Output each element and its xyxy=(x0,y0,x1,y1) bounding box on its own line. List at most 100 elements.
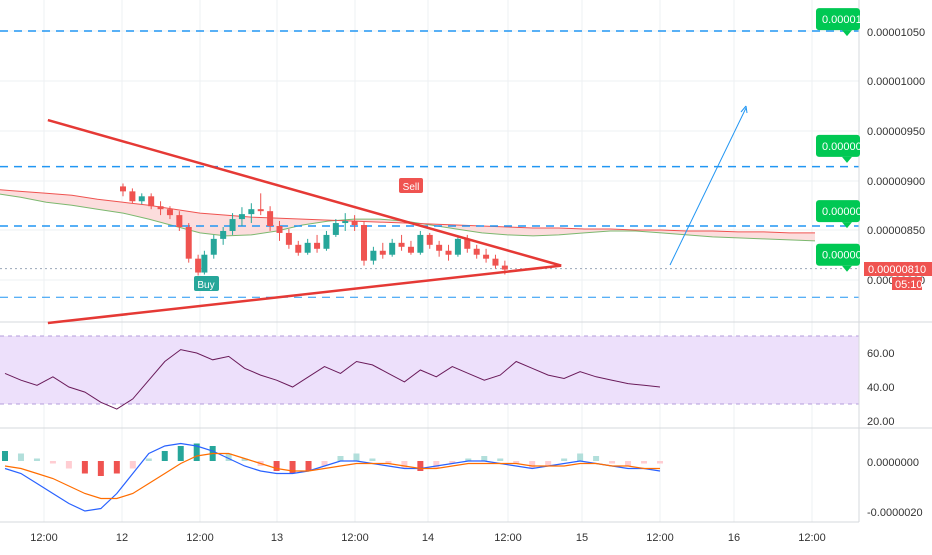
current-price-text: 0.00000810 xyxy=(868,264,926,276)
alert-tag-pointer xyxy=(842,222,852,229)
time-tick: 12:00 xyxy=(494,532,522,544)
macd-histogram-bar xyxy=(17,453,24,461)
signal-line xyxy=(4,452,660,500)
candle-body xyxy=(473,248,480,255)
price-alert-tag: 0.00001 xyxy=(816,8,862,37)
candle-body xyxy=(323,234,330,249)
candle-body xyxy=(285,232,292,245)
projection-arrow[interactable] xyxy=(669,105,748,266)
candle-body xyxy=(379,250,386,255)
trendline xyxy=(47,118,562,267)
candle-body xyxy=(314,242,321,249)
candle-body xyxy=(138,196,145,202)
alert-tag-text: 0.00001 xyxy=(822,14,862,26)
candle-body xyxy=(195,258,202,273)
candle-body xyxy=(426,234,433,245)
candle-body xyxy=(267,211,274,227)
macd-histogram-bar xyxy=(593,456,600,461)
macd-histogram-bar xyxy=(481,456,488,461)
alert-tag-pointer xyxy=(842,156,852,163)
candle-body xyxy=(185,227,192,259)
signal-labels: Sell Buy xyxy=(194,178,423,291)
macd-histogram-bar xyxy=(65,461,72,469)
alert-tag-box xyxy=(816,8,860,31)
macd-histogram-bar xyxy=(81,461,88,474)
macd-histogram-bar xyxy=(465,458,472,461)
time-tick: 12:00 xyxy=(798,532,826,544)
macd-histogram-bar xyxy=(337,456,344,461)
candle-body xyxy=(445,250,452,255)
candle-body xyxy=(210,238,217,255)
candle-body xyxy=(483,254,490,259)
price-tick: 0.00000850 xyxy=(867,225,925,237)
candlesticks xyxy=(120,183,508,276)
arrow-head xyxy=(740,105,748,114)
candle-body xyxy=(332,223,339,235)
macd-histogram-bar xyxy=(97,461,104,476)
macd-histogram-bar xyxy=(657,461,663,464)
rsi-line xyxy=(4,349,661,410)
price-tick: 0.00001050 xyxy=(867,27,925,39)
grid xyxy=(0,0,932,522)
macd-histogram-bar xyxy=(289,461,296,474)
candle-body xyxy=(176,215,183,227)
time-tick: 12:00 xyxy=(341,532,369,544)
candle-body xyxy=(129,191,136,202)
macd-histogram-bar xyxy=(2,451,8,461)
macd-histogram-bar xyxy=(49,461,56,464)
macd-histogram-bar xyxy=(609,461,616,464)
macd-histogram-bar xyxy=(305,461,312,471)
cloud-span-b xyxy=(0,189,815,234)
time-tick: 12 xyxy=(116,532,128,544)
countdown-text: 05:10 xyxy=(895,279,923,291)
candle-body xyxy=(276,226,283,233)
macd-histogram-bar xyxy=(113,461,120,474)
macd-histogram-bar xyxy=(433,461,440,469)
price-tick: 0.00001000 xyxy=(867,76,925,88)
alert-tags[interactable]: 0.00001 0.00000 0.00000 0.00000 xyxy=(816,8,862,272)
candle-body xyxy=(229,219,236,231)
macd-tick: 0.0000000 xyxy=(867,457,919,469)
alert-tag-box xyxy=(816,134,860,157)
alert-tag-text: 0.00000 xyxy=(822,250,862,262)
candle-body xyxy=(248,209,255,215)
countdown-tag xyxy=(892,277,922,290)
macd-histogram-bar xyxy=(369,458,376,461)
candle-body xyxy=(370,250,377,261)
macd-histogram-bar xyxy=(177,446,184,461)
alert-tag-pointer xyxy=(842,30,852,37)
macd-histogram-bar xyxy=(577,453,584,461)
macd-histogram-bar xyxy=(401,461,408,469)
trendlines[interactable] xyxy=(47,118,562,325)
macd-histogram-bar xyxy=(561,458,568,461)
candle-body xyxy=(342,221,349,224)
price-axis[interactable]: 0.00001050 0.00001000 0.00000950 0.00000… xyxy=(858,0,932,522)
time-tick: 13 xyxy=(271,532,283,544)
macd-histogram-bar xyxy=(241,458,248,461)
macd-histogram-bar xyxy=(513,461,520,464)
macd-histogram-bar xyxy=(225,453,232,461)
macd-histogram-bar xyxy=(145,458,152,461)
candle-body xyxy=(257,209,264,212)
buy-signal-box xyxy=(194,276,219,291)
macd-histogram-bar xyxy=(161,451,168,461)
candle-body xyxy=(238,214,245,220)
time-axis[interactable]: 12:00 12 12:00 13 12:00 14 12:00 15 12:00 16 12:00 xyxy=(0,521,859,544)
macd-histogram-bar xyxy=(625,461,632,466)
cloud-area xyxy=(0,189,815,241)
rsi-tick: 40.00 xyxy=(867,382,895,394)
macd-line xyxy=(4,442,661,512)
horizontal-lines xyxy=(0,30,859,298)
alert-tag-text: 0.00000 xyxy=(822,141,862,153)
time-tick: 12:00 xyxy=(30,532,58,544)
time-tick: 16 xyxy=(728,532,740,544)
macd-histogram-bar xyxy=(545,461,552,466)
macd-histogram-bar xyxy=(529,461,536,469)
candle-body xyxy=(398,242,405,247)
candle-body xyxy=(417,234,424,253)
arrow-line xyxy=(669,107,747,266)
candle-body xyxy=(304,242,311,253)
macd-histogram-bar xyxy=(193,443,200,461)
